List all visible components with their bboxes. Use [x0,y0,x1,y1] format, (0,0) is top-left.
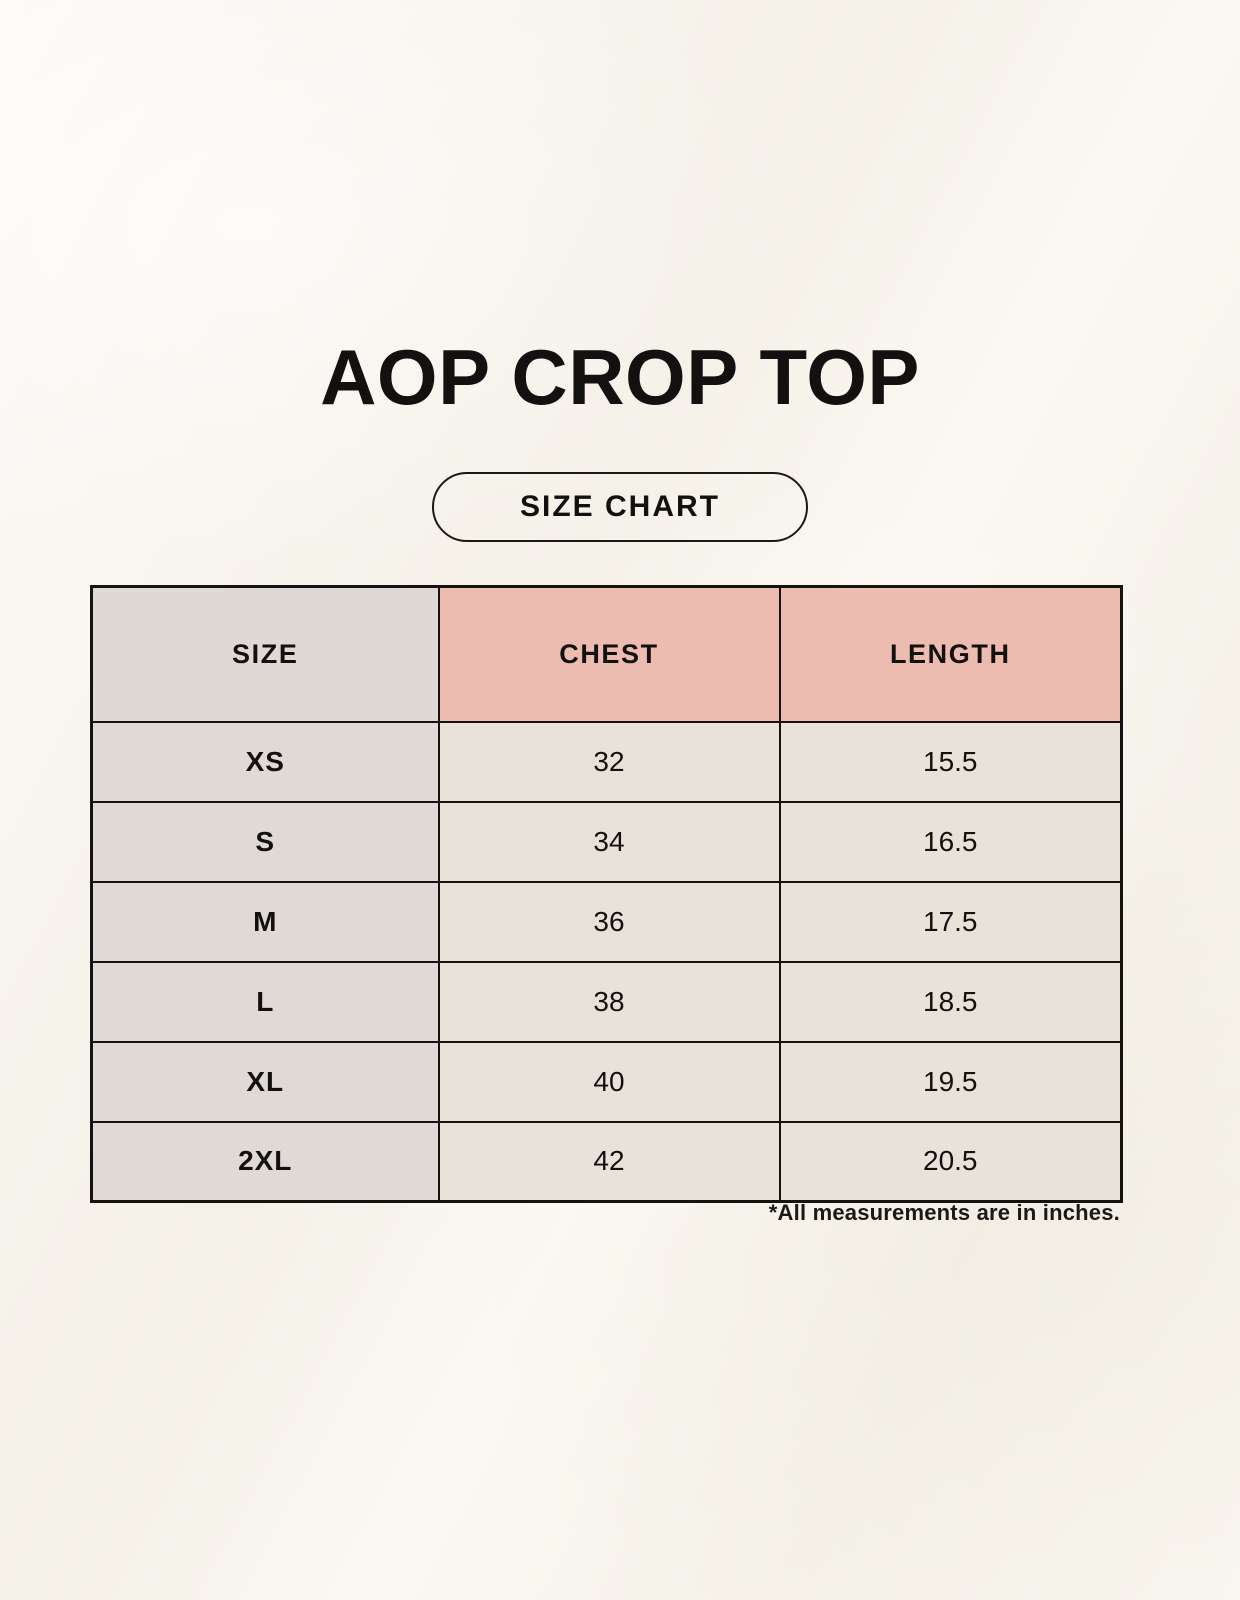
cell-length: 20.5 [778,1120,1123,1203]
measurement-units-note: *All measurements are in inches. [768,1200,1120,1225]
table-row: XS 32 15.5 [90,720,1123,803]
cell-length: 16.5 [778,800,1123,883]
cell-length: 15.5 [778,720,1123,803]
column-header-chest: CHEST [437,585,781,723]
cell-length: 18.5 [778,960,1123,1043]
cell-size: L [90,960,440,1043]
cell-chest: 42 [437,1120,781,1203]
cell-chest: 32 [437,720,781,803]
size-table-container: SIZE CHEST LENGTH XS 32 15.5 S 34 16.5 M [90,585,1123,1203]
cell-chest: 38 [437,960,781,1043]
cell-chest: 34 [437,800,781,883]
cell-length: 19.5 [778,1040,1123,1123]
page-title: AOP CROP TOP [320,333,920,421]
cell-size: XS [90,720,440,803]
cell-size: M [90,880,440,963]
cell-chest: 40 [437,1040,781,1123]
table-row: 2XL 42 20.5 [90,1120,1123,1203]
badge-container: SIZE CHART [0,472,1240,542]
table-row: XL 40 19.5 [90,1040,1123,1123]
table-header-row: SIZE CHEST LENGTH [90,585,1123,723]
cell-size: XL [90,1040,440,1123]
column-header-length: LENGTH [778,585,1123,723]
cell-size: 2XL [90,1120,440,1203]
cell-size: S [90,800,440,883]
table-row: M 36 17.5 [90,880,1123,963]
cell-chest: 36 [437,880,781,963]
table-row: L 38 18.5 [90,960,1123,1043]
cell-length: 17.5 [778,880,1123,963]
size-chart-badge: SIZE CHART [432,472,808,542]
table-row: S 34 16.5 [90,800,1123,883]
column-header-size: SIZE [90,585,440,723]
size-table: SIZE CHEST LENGTH XS 32 15.5 S 34 16.5 M [90,585,1123,1203]
